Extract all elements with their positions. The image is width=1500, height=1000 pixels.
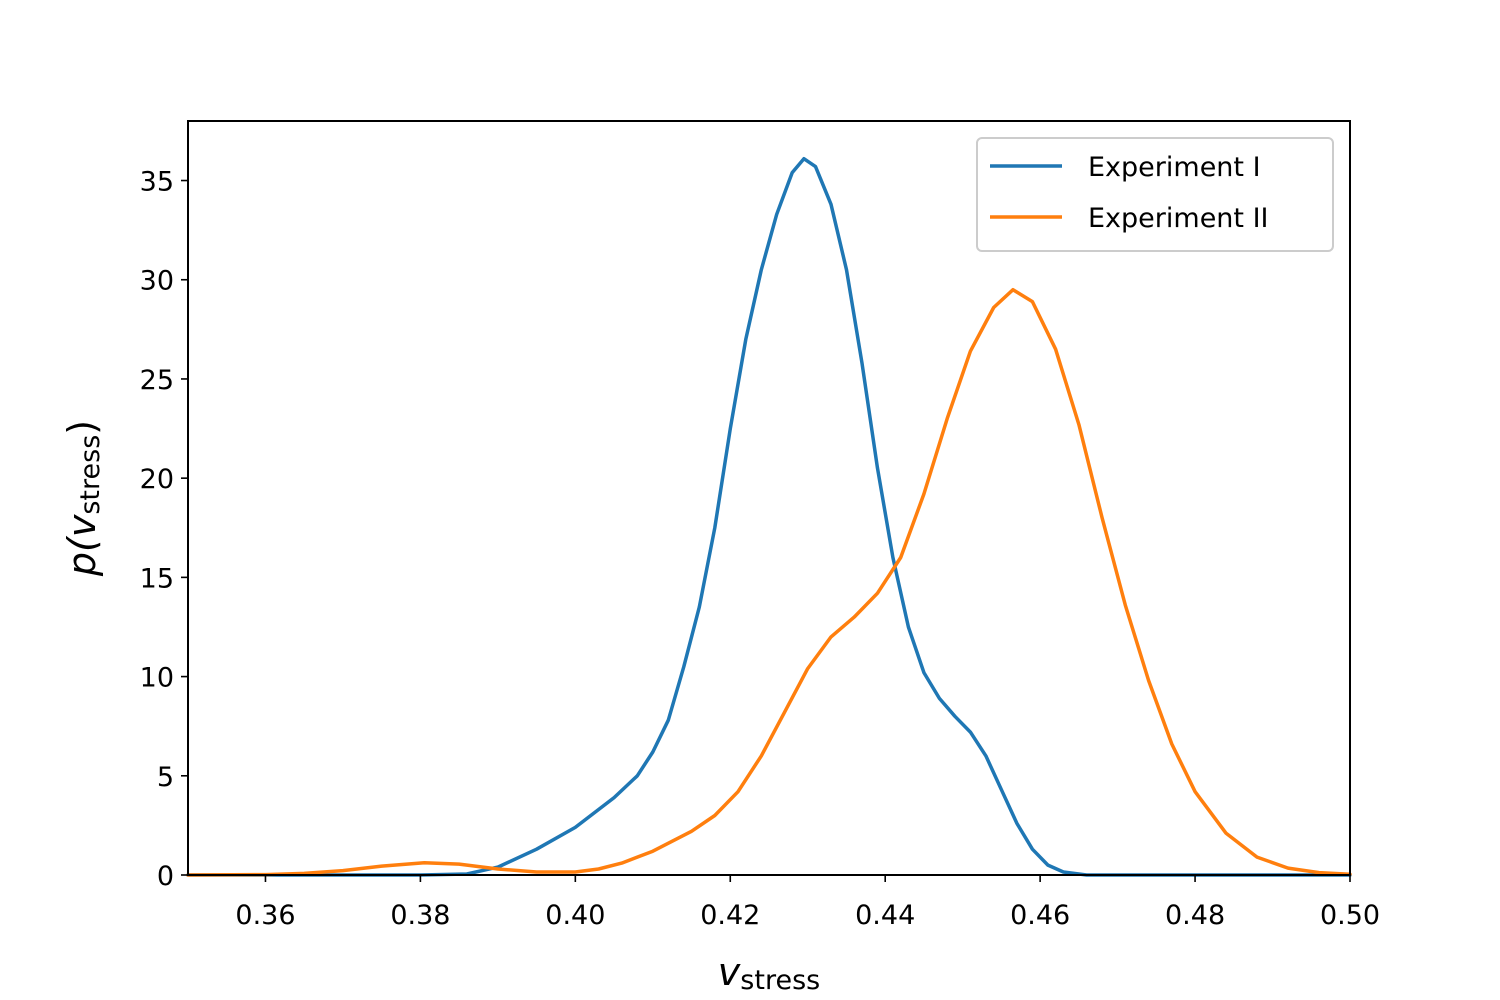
x-tick-label: 0.40 [545, 900, 605, 931]
y-axis-label-sub: stress [75, 435, 106, 515]
y-tick-label: 35 [140, 167, 174, 198]
y-tick-label: 0 [157, 861, 174, 892]
legend-label-experiment-ii: Experiment II [1088, 203, 1269, 234]
series-line-experiment-ii [186, 287, 1352, 877]
y-axis-label: p(vstress) [60, 420, 106, 577]
x-tick-label: 0.48 [1165, 900, 1225, 931]
y-tick-label: 5 [157, 762, 174, 793]
x-tick-label: 0.44 [855, 900, 915, 931]
y-tick-label: 15 [140, 563, 174, 594]
x-axis-label: vstress [718, 950, 820, 996]
x-tick-label: 0.42 [700, 900, 760, 931]
x-tick-label: 0.46 [1010, 900, 1070, 931]
x-axis-label-sub: stress [740, 965, 820, 996]
legend: Experiment I Experiment II [976, 137, 1334, 252]
plot-frame [187, 120, 1351, 876]
y-tick-label: 20 [140, 464, 174, 495]
series-layer [186, 156, 1352, 877]
x-tick-label: 0.38 [390, 900, 450, 931]
y-axis-label-close: ) [60, 420, 104, 435]
y-tick-label: 30 [140, 266, 174, 297]
y-tick-label: 25 [140, 365, 174, 396]
y-axis-label-main: p(v [60, 514, 104, 577]
axes-layer: 0.36 0.38 0.40 0.42 0.44 0.46 0.48 0.50 0 5 10 15 20… [140, 120, 1380, 931]
x-axis-label-main: v [718, 950, 741, 994]
x-tick-label: 0.36 [235, 900, 295, 931]
x-tick-label: 0.50 [1320, 900, 1380, 931]
series-line-experiment-i [186, 156, 1352, 877]
legend-label-experiment-i: Experiment I [1088, 152, 1261, 183]
legend-box [976, 137, 1334, 252]
y-tick-label: 10 [140, 663, 174, 694]
